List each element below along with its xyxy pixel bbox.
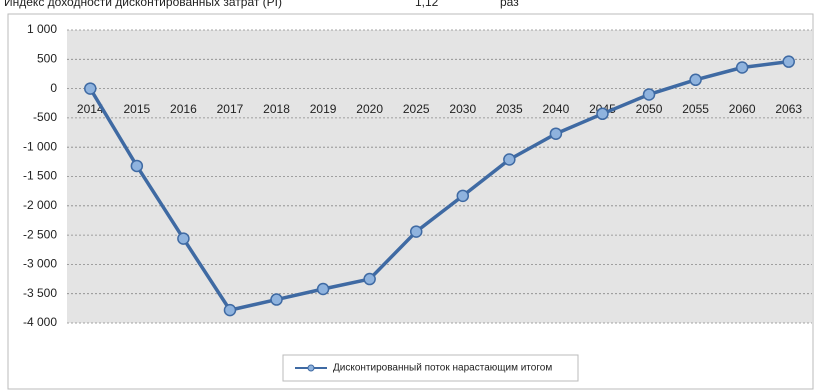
point [642, 88, 656, 101]
legend-marker [307, 364, 315, 372]
x-tick-label: 2060 [729, 102, 756, 116]
point [223, 303, 237, 317]
y-tick-label: 0 [50, 81, 57, 95]
y-tick-label: -500 [33, 110, 57, 124]
point [84, 82, 97, 95]
point [503, 153, 516, 166]
x-tick-label: 2015 [123, 102, 150, 116]
y-tick-label: -2 500 [23, 227, 57, 241]
point [270, 293, 283, 306]
point [549, 127, 563, 140]
point [735, 61, 749, 74]
header-value: 1,12 [415, 0, 439, 9]
point [596, 107, 609, 121]
y-tick-label: -1 500 [23, 169, 57, 183]
y-tick-label: 1 000 [27, 22, 57, 36]
point [316, 282, 330, 296]
header-label: Индекс доходности дисконтированных затра… [4, 0, 282, 9]
point [782, 55, 795, 68]
x-tick-label: 2016 [170, 102, 197, 116]
x-tick-label: 2035 [496, 102, 523, 116]
point [177, 232, 190, 245]
x-tick-label: 2050 [636, 102, 663, 116]
legend-box [282, 354, 579, 382]
x-tick-label: 2063 [775, 102, 802, 116]
point [456, 189, 470, 203]
x-tick-label: 2055 [682, 102, 709, 116]
series-line [88, 59, 789, 312]
x-tick-label: 2040 [543, 102, 570, 116]
x-tick-label: 2017 [217, 102, 244, 116]
y-tick-label: -1 000 [23, 139, 57, 153]
y-tick-label: -2 000 [23, 198, 57, 212]
y-tick-label: 500 [37, 51, 57, 65]
x-tick-label: 2014 [77, 102, 104, 116]
x-tick-label: 2019 [310, 102, 337, 116]
point [409, 225, 423, 238]
x-tick-label: 2018 [263, 102, 290, 116]
legend-label: Дисконтированный поток нарастающим итого… [333, 363, 552, 374]
point [363, 272, 376, 286]
x-tick-label: 2020 [356, 102, 383, 116]
header-unit: раз [500, 0, 519, 9]
x-tick-label: 2025 [403, 102, 430, 116]
y-tick-label: -3 500 [23, 286, 57, 300]
point [689, 73, 702, 87]
y-tick-label: -3 000 [23, 257, 57, 271]
point [130, 159, 144, 173]
x-tick-label: 2030 [449, 102, 476, 116]
y-tick-label: -4 000 [23, 315, 57, 329]
